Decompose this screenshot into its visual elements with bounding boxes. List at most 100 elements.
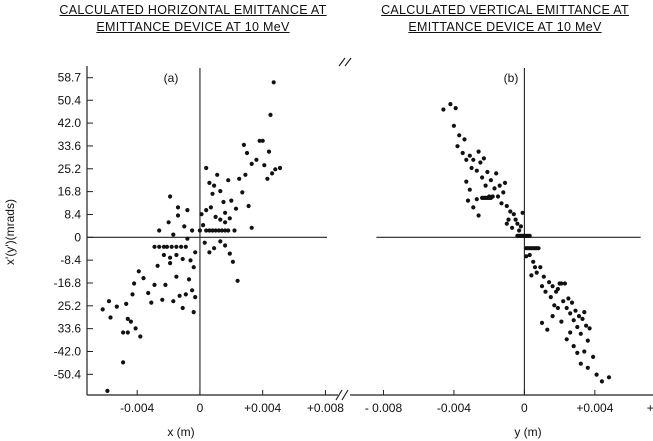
data-point <box>564 337 569 342</box>
data-point <box>564 305 569 311</box>
data-point <box>260 138 265 143</box>
data-point <box>121 330 126 335</box>
data-point <box>202 240 207 245</box>
data-point <box>488 195 493 200</box>
data-point <box>168 261 173 266</box>
panel-a-title-line-1: CALCULATED HORIZONTAL EMITTANCE AT <box>59 3 327 17</box>
panel-b-letter: (b) <box>504 71 519 85</box>
data-point <box>114 304 119 309</box>
y-tick-label: 16.8 <box>58 185 82 199</box>
data-point <box>599 379 605 384</box>
data-point <box>262 163 267 168</box>
data-point <box>185 236 190 241</box>
y-tick-label: -8.4 <box>60 253 81 267</box>
data-point <box>545 327 550 332</box>
data-point <box>462 137 467 142</box>
data-point <box>229 198 234 203</box>
data-point <box>218 189 223 194</box>
data-point <box>210 191 215 196</box>
data-point <box>218 239 223 244</box>
data-point <box>277 165 283 171</box>
data-point <box>157 244 162 249</box>
data-point <box>226 228 231 233</box>
data-point <box>169 244 174 249</box>
data-point <box>566 296 571 301</box>
y-axis-label: x'(y')(mrads) <box>3 199 17 265</box>
data-point <box>538 265 543 270</box>
data-point <box>534 270 539 275</box>
data-point <box>471 205 476 210</box>
data-point <box>481 156 486 161</box>
data-point <box>476 149 481 154</box>
data-point <box>504 221 509 226</box>
data-point <box>550 314 555 319</box>
data-point <box>559 319 564 324</box>
data-point <box>219 228 224 233</box>
data-point <box>223 210 228 215</box>
data-point <box>548 295 553 300</box>
x-tick-label: +0.008 <box>647 401 653 415</box>
data-point <box>193 295 198 300</box>
data-point <box>460 150 465 156</box>
data-point <box>175 205 181 210</box>
data-point <box>555 305 561 311</box>
data-point <box>240 190 245 195</box>
data-point <box>552 303 557 308</box>
x-tick-label: -0.004 <box>120 401 154 415</box>
y-tick-label: 25.2 <box>58 299 82 313</box>
panel-b-x-axis-label: y (m) <box>514 425 541 439</box>
data-point <box>197 228 202 233</box>
data-point <box>106 299 112 304</box>
data-point <box>571 318 576 323</box>
data-point <box>161 252 166 258</box>
data-point <box>138 334 143 339</box>
data-point <box>216 228 221 233</box>
data-point <box>532 265 538 270</box>
x-tick-label: - 0.008 <box>365 401 403 415</box>
axis-break-mark-2 <box>341 389 349 401</box>
data-point <box>265 176 270 181</box>
data-point <box>180 305 185 311</box>
data-point <box>539 284 545 289</box>
y-tick-label: 25.2 <box>58 162 82 176</box>
data-point <box>190 228 195 233</box>
data-point <box>163 282 168 287</box>
panel-b-points <box>441 102 612 384</box>
data-point <box>591 354 596 359</box>
data-point <box>543 289 548 294</box>
data-point <box>244 150 250 156</box>
data-point <box>471 157 476 162</box>
data-point <box>501 190 506 195</box>
data-point <box>188 258 193 263</box>
data-point <box>132 281 137 286</box>
data-point <box>210 228 215 233</box>
data-point <box>585 365 590 370</box>
data-point <box>578 361 583 366</box>
data-point <box>474 197 479 202</box>
data-point <box>183 244 188 249</box>
data-point <box>467 187 472 192</box>
panel-b-title: CALCULATED VERTICAL EMITTANCE AT EMITTAN… <box>360 2 650 36</box>
data-point <box>573 308 578 313</box>
data-point <box>108 315 113 320</box>
x-tick-label: +0.008 <box>307 401 344 415</box>
data-point <box>585 338 590 343</box>
data-point <box>527 252 532 258</box>
y-tick-label: 50.4 <box>58 93 82 107</box>
data-point <box>180 256 185 262</box>
plot-frame <box>86 57 653 401</box>
data-point <box>568 330 573 335</box>
y-tick-label: -16.8 <box>54 276 82 290</box>
data-point <box>160 297 165 302</box>
data-point <box>168 255 173 260</box>
axis-break-mark-1 <box>335 389 343 401</box>
data-point <box>488 178 493 183</box>
data-point <box>237 176 242 181</box>
data-point <box>451 123 456 128</box>
data-point <box>509 225 515 230</box>
data-point <box>508 209 513 214</box>
data-point <box>547 280 552 285</box>
data-point <box>584 323 589 328</box>
data-point <box>193 250 198 255</box>
